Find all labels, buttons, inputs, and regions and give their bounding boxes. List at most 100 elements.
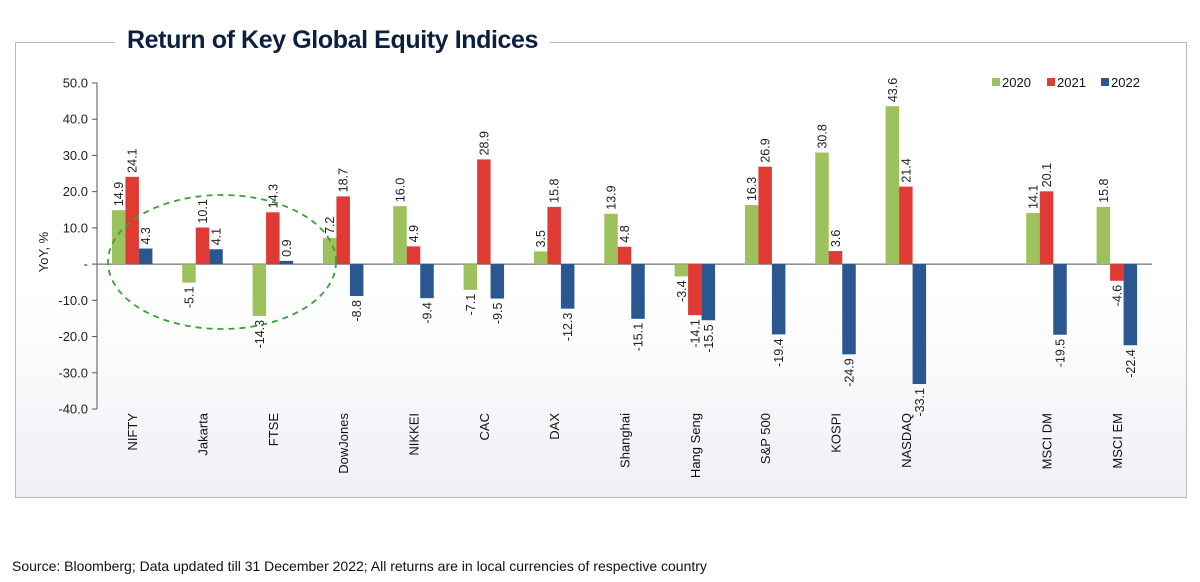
bar-2022 [842, 264, 856, 355]
data-label-2020: 14.1 [1027, 185, 1041, 209]
bar-2021 [1110, 264, 1124, 281]
bar-2022 [701, 264, 716, 321]
bar-2020 [182, 264, 196, 283]
data-label-2022: 4.1 [210, 228, 224, 245]
bar-2020 [463, 264, 478, 290]
y-tick-label: 20.0 [63, 184, 88, 199]
data-label-2022: -12.3 [561, 313, 575, 342]
data-label-2021: 14.3 [266, 184, 280, 208]
data-label-2022: -9.5 [491, 302, 505, 324]
y-tick-label: 30.0 [63, 148, 88, 163]
data-label-2020: 13.9 [605, 185, 619, 209]
bar-2021 [899, 186, 913, 265]
data-label-2021: 4.8 [618, 225, 632, 242]
category-label: Hang Seng [688, 413, 703, 478]
legend-swatch-2021 [1047, 78, 1055, 86]
chart-frame [15, 42, 1187, 498]
data-label-2020: 15.8 [1097, 179, 1111, 203]
bars-layer [111, 106, 1138, 385]
data-label-2020: 7.2 [323, 217, 337, 234]
data-label-2020: 16.3 [745, 177, 759, 201]
bar-2020 [815, 152, 829, 265]
bar-2021 [266, 212, 280, 265]
data-label-2021: 3.6 [829, 230, 843, 247]
data-label-2022: -19.5 [1054, 339, 1068, 368]
data-label-2022: -15.1 [632, 323, 646, 352]
data-label-2021: 26.9 [759, 138, 773, 162]
legend: 2020 2021 2022 [992, 75, 1140, 90]
bar-2021 [688, 264, 702, 316]
y-tick-label: -40.0 [58, 402, 88, 417]
bar-2022 [1053, 264, 1067, 335]
category-label: Jakarta [196, 412, 211, 455]
bar-2022 [349, 264, 364, 296]
y-tick-label: -10.0 [58, 293, 88, 308]
data-label-2020: -7.1 [464, 294, 478, 316]
bar-2021 [477, 159, 491, 265]
data-label-2022: -24.9 [843, 358, 857, 387]
data-label-2022: -15.5 [702, 324, 716, 353]
y-tick-label: 50.0 [63, 76, 88, 91]
highlight-ellipse [107, 194, 337, 330]
data-label-2021: 20.1 [1040, 163, 1054, 187]
bar-2022 [420, 264, 434, 299]
bar-2021 [125, 176, 139, 265]
bar-2022 [138, 248, 153, 265]
bar-2022 [490, 264, 505, 299]
bar-2020 [674, 264, 689, 277]
bar-2020 [744, 205, 759, 265]
chart-title-box: Return of Key Global Equity Indices [115, 26, 551, 55]
data-labels-layer: 14.924.1 4.3 -5.1 10.14.1 -14.3 14.3 0.9 7.2 18.… [112, 78, 1138, 417]
bar-2022 [560, 264, 575, 309]
source-note: Source: Bloomberg; Data updated till 31 … [12, 558, 707, 574]
bar-2021 [547, 206, 561, 265]
data-label-2021: 21.4 [899, 158, 913, 182]
bar-2020 [604, 213, 618, 265]
data-label-2020: 30.8 [816, 124, 830, 148]
bar-2022 [209, 249, 223, 265]
category-label: MSCI EM [1110, 413, 1125, 469]
bar-2020 [885, 106, 900, 265]
category-label: CAC [477, 413, 492, 440]
category-label: S&P 500 [758, 413, 773, 464]
bar-2022 [279, 260, 294, 265]
bar-2021 [195, 227, 210, 265]
data-label-2021: 28.9 [477, 131, 491, 155]
data-label-2021: 18.7 [337, 168, 351, 192]
legend-label-2020: 2020 [1002, 75, 1031, 90]
data-label-2021: 10.1 [196, 199, 210, 223]
bar-2022 [631, 264, 645, 319]
category-label: Shanghai [618, 413, 633, 468]
bar-2021 [406, 246, 421, 265]
y-axis-label: YoY, % [36, 231, 51, 272]
bar-2020 [393, 206, 407, 265]
data-label-2022: -22.4 [1124, 349, 1138, 378]
data-label-2021: 24.1 [126, 148, 140, 172]
category-label: NASDAQ [899, 413, 914, 468]
bar-2021 [1039, 191, 1054, 265]
category-label: KOSPI [829, 413, 844, 453]
bar-2022 [912, 264, 927, 385]
data-label-2021: 15.8 [548, 179, 562, 203]
bar-2020 [533, 251, 548, 265]
category-label: NIFTY [125, 413, 140, 451]
bar-2021 [828, 251, 843, 265]
category-label: DAX [547, 413, 562, 440]
data-label-2022: -8.8 [350, 300, 364, 322]
data-label-2021: 4.9 [407, 225, 421, 242]
legend-swatch-2020 [992, 78, 1000, 86]
data-label-2021: -14.1 [688, 319, 702, 348]
data-label-2020: -14.3 [253, 320, 267, 349]
bar-2020 [1096, 206, 1111, 265]
chart-title: Return of Key Global Equity Indices [127, 26, 539, 54]
bar-2021 [617, 246, 632, 265]
y-tick-label: - [84, 257, 88, 272]
y-tick-label: 40.0 [63, 112, 88, 127]
data-label-2022: 4.3 [139, 227, 153, 244]
data-label-2021: -4.6 [1110, 285, 1124, 307]
data-label-2020: 3.5 [534, 230, 548, 247]
data-label-2022: -33.1 [913, 388, 927, 417]
bar-2021 [758, 166, 772, 265]
bar-2021 [336, 196, 350, 265]
